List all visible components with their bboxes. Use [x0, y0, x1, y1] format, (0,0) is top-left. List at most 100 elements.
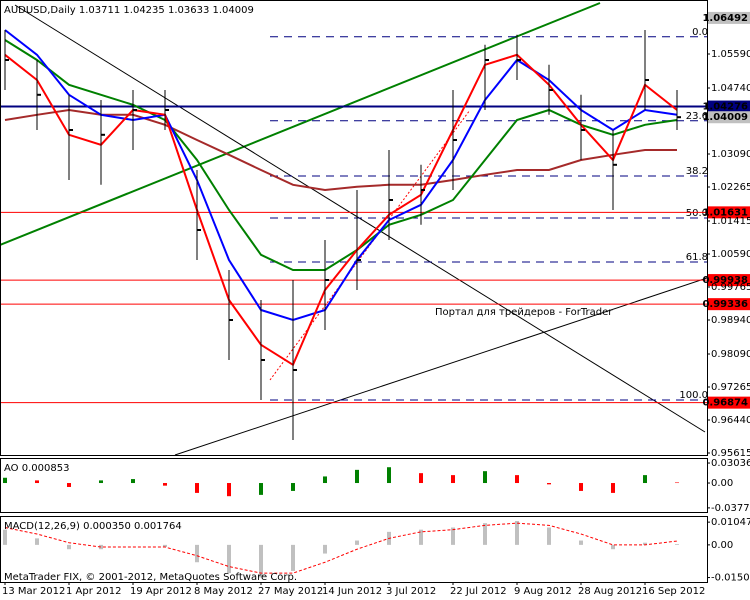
ao-bar: [483, 471, 487, 484]
price-layer: 0.0 23.6 38.2 50.0 61.8 100.0: [0, 27, 708, 440]
macd-bar: [515, 520, 519, 545]
y-tick-label: 0.99765: [711, 282, 750, 293]
macd-bar: [451, 527, 455, 545]
macd-bar: [643, 542, 647, 545]
level-label: 1.04276: [702, 102, 748, 113]
macd-bar: [3, 529, 7, 545]
y-tick-label: 0.00: [711, 540, 733, 551]
panel-title: MACD(12,26,9) 0.000350 0.001764: [4, 521, 182, 532]
macd-bar: [35, 538, 39, 545]
y-tick-label: -0.01505: [711, 573, 750, 584]
y-tick-label: 0.030363: [711, 458, 750, 469]
trend-line: [0, 2, 601, 246]
macd-bar: [163, 544, 167, 548]
moving-average: [4, 53, 678, 367]
fib-label: 50.0: [686, 208, 708, 219]
y-tick-label: 1.01415: [711, 216, 750, 227]
moving-average: [4, 29, 678, 322]
ao-bar: [675, 482, 679, 484]
ao-bar: [291, 483, 295, 491]
panel-frame: [0, 458, 708, 513]
macd-bar: [99, 544, 103, 550]
fib-label: 0.0: [692, 27, 708, 38]
footer: MetaTrader FIX, © 2001-2012, MetaQuotes …: [4, 572, 297, 583]
ao-bar: [323, 476, 327, 484]
panel-title: AO 0.000853: [4, 463, 69, 474]
ao-bar: [451, 475, 455, 484]
level-label-box: [708, 396, 750, 409]
level-label: 0.99336: [702, 299, 748, 310]
level-label-box: [708, 111, 750, 124]
y-tick-label: -0.03775: [711, 503, 750, 514]
x-tick-label: 1 Apr 2012: [66, 586, 121, 597]
level-label-box: [708, 206, 750, 219]
ao-bar: [163, 483, 167, 486]
ao-bar: [419, 473, 423, 484]
ao-bar: [227, 483, 231, 497]
y-tick-label: 0.95615: [711, 448, 750, 459]
y-tick-label: 1.02265: [711, 182, 750, 193]
ao-bar: [355, 469, 359, 484]
y-tick-label: 1.04740: [711, 83, 750, 94]
x-tick-label: 13 Mar 2012: [2, 586, 65, 597]
y-tick-label: 0.97265: [711, 382, 750, 393]
ao-bar: [259, 483, 263, 495]
macd-bar: [259, 544, 263, 578]
ao-bar: [99, 480, 103, 484]
macd-bar: [195, 544, 199, 563]
y-tick-label: 1.05590: [711, 49, 750, 60]
ao-bar: [579, 483, 583, 491]
ao-bar: [131, 479, 135, 484]
y-tick-label: 0.96440: [711, 415, 750, 426]
x-tick-label: 8 May 2012: [194, 586, 253, 597]
x-tick-label: 22 Jul 2012: [450, 586, 507, 597]
macd-bar: [611, 544, 615, 550]
panel-title: AUDUSD,Daily 1.03711 1.04235 1.03633 1.0…: [4, 5, 254, 16]
y-tick-label: 0.00: [711, 478, 733, 489]
macd-bar: [355, 540, 359, 545]
level-label: 0.99938: [702, 275, 748, 286]
fib-label: 61.8: [686, 252, 708, 263]
level-label-box: [708, 274, 750, 287]
ao-bar: [611, 483, 615, 493]
level-label: 1.01631: [702, 207, 748, 218]
fib-label: 23.6: [686, 111, 708, 122]
macd-bar: [483, 523, 487, 545]
trend-line: [174, 277, 707, 455]
x-tick-label: 16 Sep 2012: [642, 586, 705, 597]
macd-bar: [675, 544, 679, 545]
level-label-box: [708, 11, 750, 24]
macd-bar: [291, 544, 295, 571]
macd-bar: [323, 544, 327, 554]
ao-bar: [35, 480, 39, 484]
watermark: Портал для трейдеров - ForTrader: [435, 307, 613, 318]
macd-bar: [67, 544, 71, 550]
level-label-box: [708, 298, 750, 311]
y-tick-label: 0.98940: [711, 315, 750, 326]
macd-bar: [419, 529, 423, 545]
y-tick-label: 1.03090: [711, 149, 750, 160]
x-tick-label: 28 Aug 2012: [578, 586, 642, 597]
ao-bar: [3, 477, 7, 484]
ao-bar: [67, 483, 71, 487]
y-tick-label: 0.98090: [711, 349, 750, 360]
x-tick-label: 27 May 2012: [258, 586, 323, 597]
panel-frame: [0, 0, 708, 456]
level-label: 1.06492: [702, 13, 748, 24]
y-tick-label: 1.00590: [711, 249, 750, 260]
y-tick-label: 0.010474: [711, 517, 750, 528]
moving-average: [4, 39, 678, 271]
macd-bar: [227, 544, 231, 574]
level-label-box: [708, 100, 750, 113]
level-label: 0.96874: [702, 398, 748, 409]
moving-average: [4, 108, 677, 192]
macd-bar: [579, 540, 583, 545]
fib-label: 38.2: [686, 166, 708, 177]
x-tick-label: 3 Jul 2012: [386, 586, 436, 597]
ao-bar: [387, 467, 391, 484]
ao-bar: [547, 483, 551, 485]
macd-bar: [547, 527, 551, 545]
